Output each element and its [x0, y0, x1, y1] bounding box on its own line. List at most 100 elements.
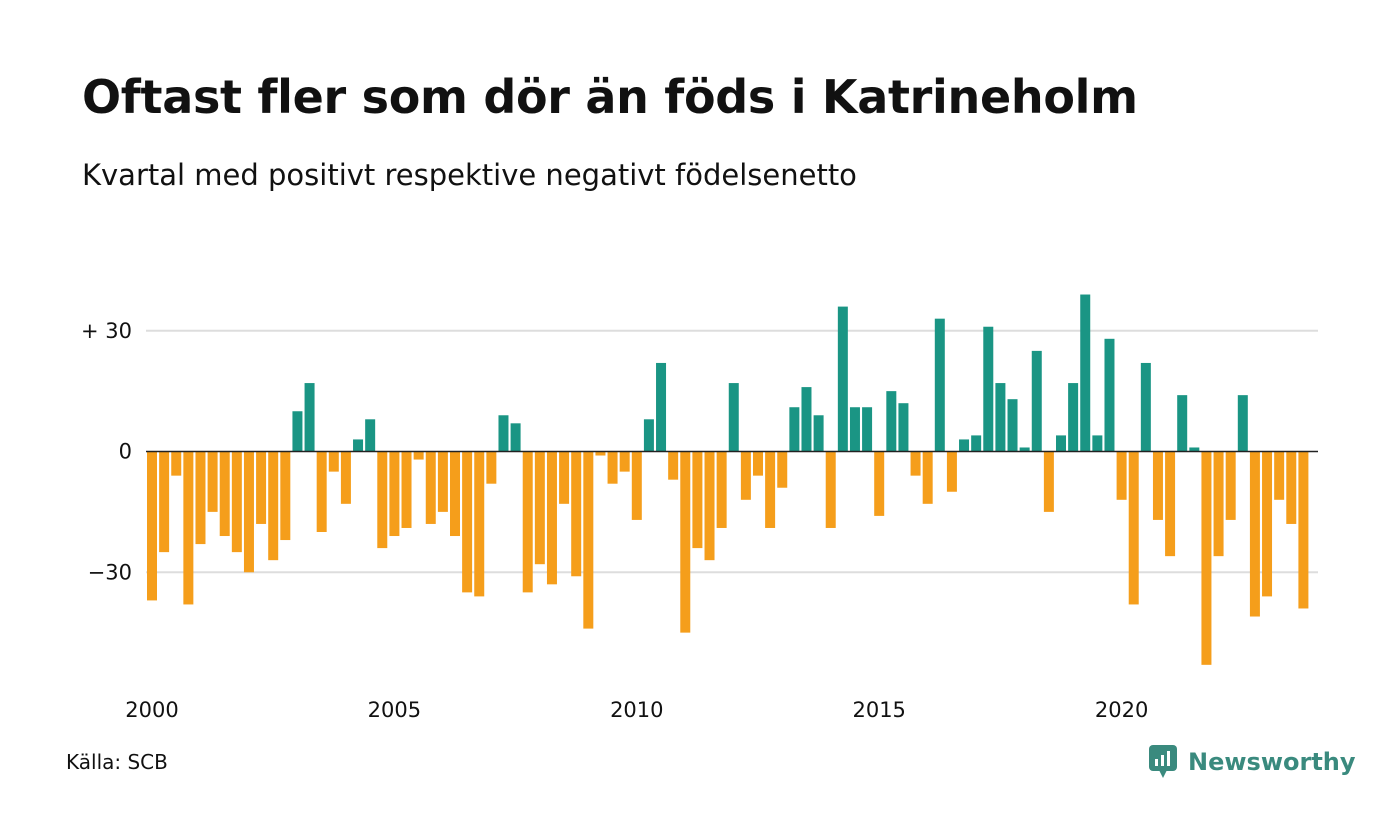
- bar: [437, 451, 448, 512]
- bar: [1201, 451, 1212, 665]
- bar: [171, 451, 182, 476]
- bar: [1007, 399, 1018, 452]
- bar: [474, 451, 485, 597]
- bar: [777, 451, 788, 488]
- gridlines: [146, 329, 1318, 574]
- source-note: Källa: SCB: [66, 750, 168, 774]
- bar: [546, 451, 557, 585]
- brand-name: Newsworthy: [1188, 748, 1356, 776]
- bar: [801, 387, 812, 452]
- bar: [753, 451, 763, 476]
- bar: [1043, 451, 1054, 512]
- bar: [1237, 395, 1248, 452]
- bar: [898, 403, 909, 452]
- bar: [595, 451, 606, 456]
- bar: [280, 451, 291, 541]
- bar: [1080, 294, 1091, 452]
- newsworthy-logo-icon: [1149, 745, 1177, 778]
- bar: [668, 451, 679, 480]
- bar: [304, 383, 315, 452]
- bar: [534, 451, 545, 565]
- bar: [243, 451, 254, 573]
- bar: [1274, 451, 1285, 500]
- bar: [983, 326, 994, 452]
- bar: [643, 419, 654, 452]
- bar: [728, 383, 739, 452]
- chart-title: Oftast fler som dör än föds i Katrinehol…: [82, 70, 1138, 124]
- bar: [1031, 350, 1042, 452]
- bar: [571, 451, 582, 577]
- bar: [1262, 451, 1273, 597]
- bar: [256, 451, 267, 524]
- bar: [886, 391, 897, 452]
- bar: [147, 451, 157, 601]
- bar: [316, 451, 327, 532]
- bar: [231, 451, 242, 553]
- bar: [183, 451, 194, 605]
- bar: [353, 439, 364, 452]
- y-tick-label: −30: [88, 560, 132, 584]
- bar: [704, 451, 715, 561]
- bar: [765, 451, 776, 528]
- x-tick-label: 2010: [610, 698, 663, 722]
- bar: [862, 407, 873, 452]
- bar: [1056, 435, 1066, 452]
- bar: [680, 451, 691, 633]
- bar: [1286, 451, 1297, 524]
- bar: [1140, 362, 1151, 452]
- bar: [207, 451, 218, 512]
- bar: [1189, 447, 1200, 452]
- bar: [377, 451, 388, 549]
- bar: [401, 451, 412, 528]
- bar: [559, 451, 570, 504]
- bar: [619, 451, 630, 472]
- y-tick-label: + 30: [81, 319, 132, 343]
- bar: [1165, 451, 1176, 557]
- bar: [498, 415, 509, 452]
- bar: [740, 451, 751, 500]
- y-axis-ticks: + 30 0 −30: [81, 319, 132, 585]
- y-tick-label: 0: [119, 440, 132, 464]
- bar: [413, 451, 424, 460]
- bars: [146, 294, 1318, 665]
- bar: [583, 451, 594, 629]
- bar: [1068, 383, 1079, 452]
- bar: [522, 451, 533, 593]
- bar: [946, 451, 957, 492]
- bar: [462, 451, 473, 593]
- bar: [425, 451, 436, 524]
- bar-chart: + 30 0 −30 2000 2005 2010 2015 2020: [81, 294, 1318, 722]
- x-tick-label: 2005: [368, 698, 421, 722]
- bar: [365, 419, 376, 452]
- bar: [1116, 451, 1127, 500]
- bar: [789, 407, 800, 452]
- bar: [195, 451, 206, 545]
- bar: [813, 415, 824, 452]
- x-tick-label: 2000: [125, 698, 178, 722]
- bar: [825, 451, 836, 528]
- bar: [910, 451, 921, 476]
- bar: [837, 306, 848, 452]
- bar: [1092, 435, 1103, 452]
- bar: [656, 362, 667, 452]
- bar: [934, 318, 945, 452]
- chart-subtitle: Kvartal med positivt respektive negativt…: [82, 158, 857, 192]
- bar: [971, 435, 982, 452]
- bar: [607, 451, 618, 484]
- brand-logo: Newsworthy: [1148, 743, 1356, 781]
- bar: [1225, 451, 1236, 520]
- bar: [486, 451, 497, 484]
- bar: [340, 451, 351, 504]
- bar: [1128, 451, 1139, 605]
- bar: [159, 451, 170, 553]
- bar: [1249, 451, 1260, 617]
- x-axis-ticks: 2000 2005 2010 2015 2020: [125, 698, 1148, 722]
- bar: [219, 451, 230, 537]
- bar: [1104, 338, 1115, 452]
- bar: [849, 407, 860, 452]
- bar: [450, 451, 460, 537]
- bar: [1177, 395, 1188, 452]
- bar: [328, 451, 339, 472]
- bar: [995, 383, 1006, 452]
- bar: [1019, 447, 1030, 452]
